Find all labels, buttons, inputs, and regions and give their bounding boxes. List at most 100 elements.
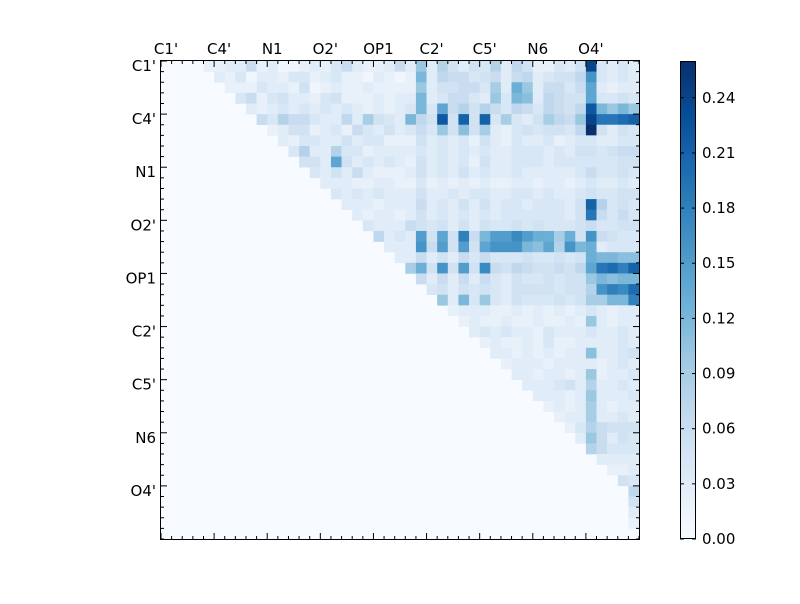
heatmap-cell	[384, 145, 395, 157]
heatmap-cell	[628, 454, 640, 465]
heatmap-cell	[500, 145, 512, 157]
heatmap-cell	[373, 145, 385, 157]
heatmap-cell	[373, 135, 385, 147]
heatmap-cell	[554, 177, 565, 189]
heatmap-cell	[256, 61, 268, 72]
heatmap-cell	[596, 454, 608, 465]
heatmap-cell	[543, 305, 555, 317]
heatmap-cell	[500, 188, 512, 200]
heatmap-cell	[405, 230, 417, 242]
heatmap-cell	[522, 71, 534, 83]
heatmap-cell	[585, 230, 597, 242]
heatmap-cell	[522, 177, 534, 189]
heatmap-cell	[405, 82, 417, 94]
heatmap-cell	[607, 369, 619, 380]
heatmap-cell	[575, 61, 587, 72]
heatmap-cell	[394, 114, 406, 126]
heatmap-cell	[490, 71, 502, 83]
colorbar-tick-label: 0.09	[702, 365, 735, 383]
heatmap-cell	[373, 114, 385, 126]
heatmap-cell	[330, 71, 342, 83]
heatmap-cell	[469, 167, 480, 179]
y-tick-label: N6	[135, 429, 156, 447]
heatmap-cell	[394, 177, 406, 189]
heatmap-cell	[405, 177, 417, 189]
heatmap-cell	[330, 92, 342, 104]
heatmap-cell	[564, 315, 576, 327]
heatmap-cell	[490, 103, 502, 115]
heatmap-cell	[596, 369, 608, 380]
heatmap-cell	[607, 124, 619, 136]
heatmap-cell	[469, 284, 480, 295]
heatmap-cell	[564, 337, 576, 349]
heatmap-cell	[500, 347, 512, 359]
heatmap-cell	[575, 273, 587, 285]
heatmap-cell	[405, 61, 417, 72]
heatmap-cell	[447, 71, 459, 83]
y-tick-labels: C1' C4' N1 O2' OP1 C2' C5' N6 O4'	[126, 57, 156, 500]
heatmap-cell	[426, 167, 438, 179]
x-tick-label: O2'	[313, 40, 338, 58]
heatmap-cell	[288, 71, 300, 83]
heatmap-cell	[426, 156, 438, 168]
heatmap-cell	[299, 124, 311, 136]
heatmap-cell	[415, 103, 427, 115]
heatmap-cell	[299, 82, 311, 94]
heatmap-cell	[596, 262, 608, 274]
heatmap-cell	[394, 188, 406, 200]
heatmap-cell	[245, 92, 257, 104]
heatmap-cell	[479, 124, 491, 136]
heatmap-cell	[543, 156, 555, 168]
heatmap-cell	[564, 188, 576, 200]
heatmap-cell	[532, 71, 544, 83]
heatmap-cell	[617, 156, 629, 168]
heatmap-cell	[554, 305, 565, 317]
heatmap-cell	[532, 294, 544, 306]
heatmap-cell	[426, 230, 438, 242]
heatmap-cell	[607, 464, 619, 476]
heatmap-cell	[575, 358, 587, 370]
heatmap-cell	[309, 145, 321, 157]
colorbar-tick-label: 0.06	[702, 420, 735, 438]
heatmap-cell	[564, 71, 576, 83]
heatmap-cell	[447, 135, 459, 147]
heatmap-cell	[617, 114, 629, 126]
heatmap-cell	[447, 252, 459, 264]
heatmap-cell	[458, 124, 470, 136]
heatmap-cell	[479, 315, 491, 327]
heatmap-cell	[426, 252, 438, 264]
heatmap-cell	[415, 135, 427, 147]
heatmap-cell	[490, 61, 502, 72]
heatmap-cell	[554, 411, 565, 423]
heatmap-cell	[437, 220, 449, 232]
heatmap-cell	[490, 92, 502, 104]
heatmap-cell	[564, 177, 576, 189]
heatmap-cell	[437, 71, 449, 83]
heatmap-cell	[256, 92, 268, 104]
heatmap-cell	[437, 273, 449, 285]
heatmap-cell	[543, 103, 555, 115]
heatmap-cell	[362, 145, 374, 157]
heatmap-cell	[617, 92, 629, 104]
heatmap-cell	[500, 82, 512, 94]
heatmap-cell	[628, 305, 640, 317]
heatmap-cell	[256, 71, 268, 83]
heatmap-cell	[607, 103, 619, 115]
heatmap-cell	[575, 167, 587, 179]
heatmap-cell	[607, 177, 619, 189]
x-tick-labels: C1' C4' N1 O2' OP1 C2' C5' N6 O4'	[154, 40, 604, 58]
heatmap-cell	[607, 188, 619, 200]
heatmap-cell	[469, 103, 480, 115]
heatmap-cell	[394, 61, 406, 72]
heatmap-cell	[522, 156, 534, 168]
heatmap-cell	[330, 103, 342, 115]
heatmap-cell	[490, 337, 502, 349]
heatmap-cell	[469, 262, 480, 274]
heatmap-cell	[394, 92, 406, 104]
heatmap-cell	[628, 188, 640, 200]
heatmap-cell	[585, 177, 597, 189]
heatmap-cell	[522, 61, 534, 72]
heatmap-cell	[543, 209, 555, 221]
heatmap-cell	[405, 199, 417, 211]
heatmap-cell	[245, 61, 257, 72]
